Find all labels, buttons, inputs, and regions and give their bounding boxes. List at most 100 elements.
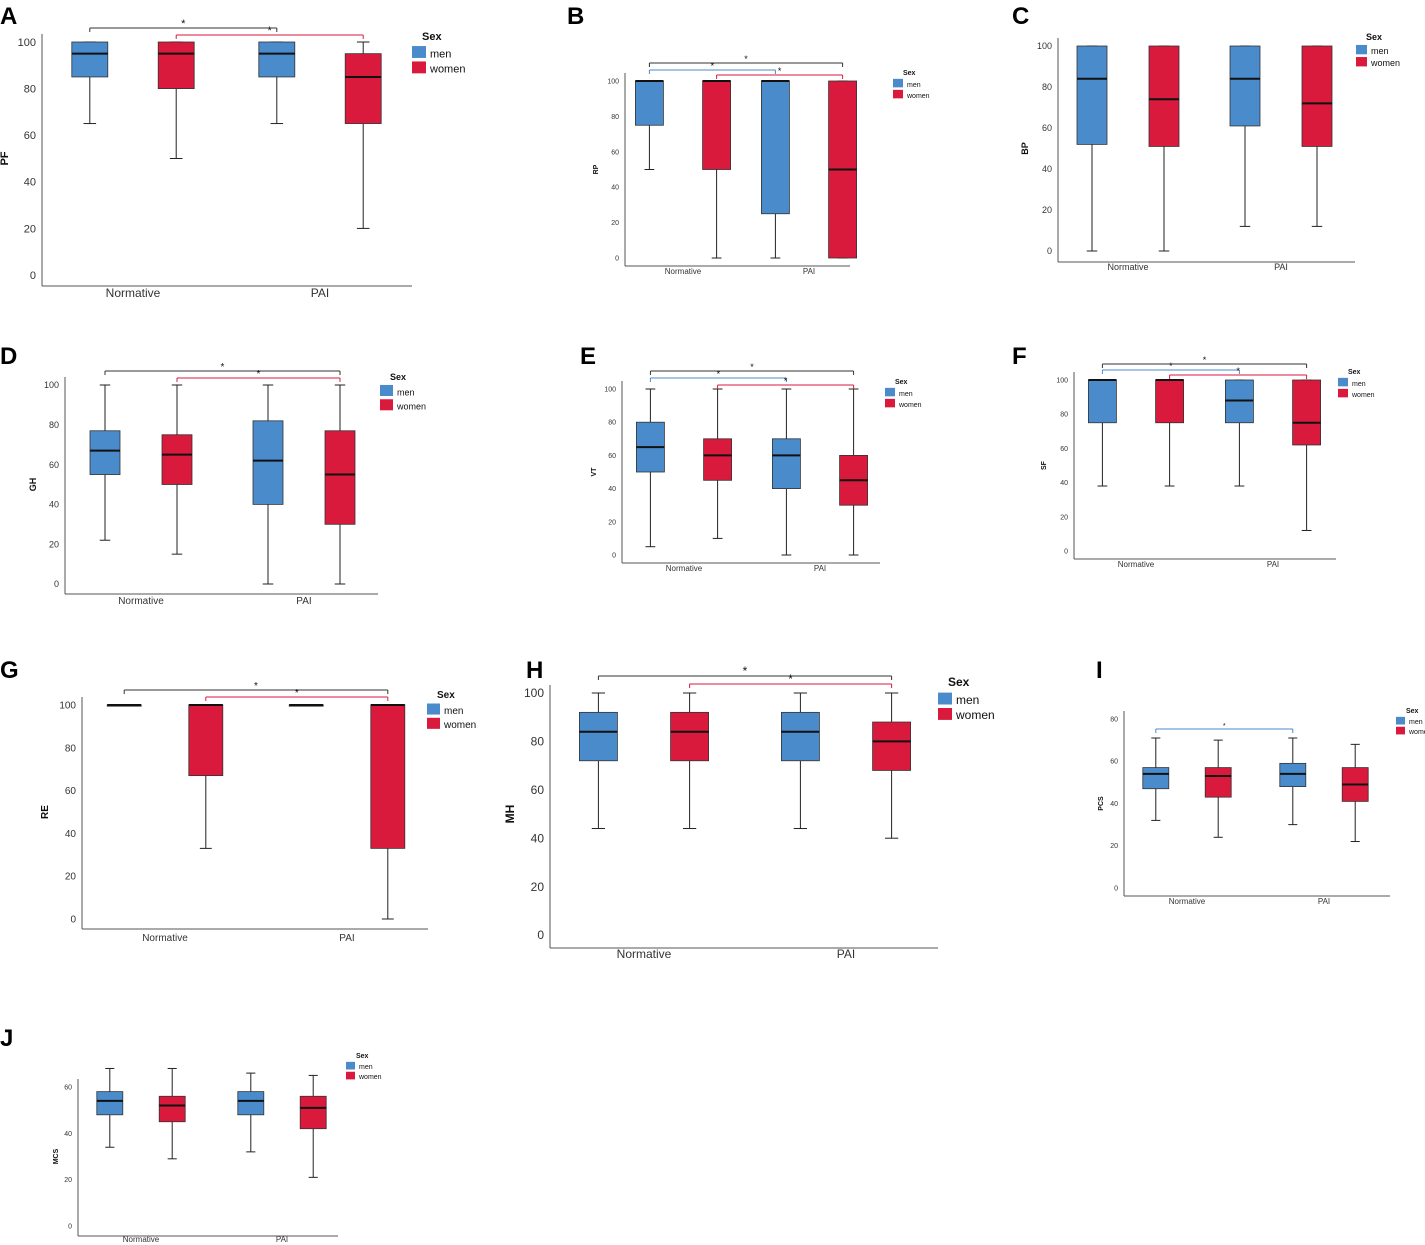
- significance-bracket-red: *: [205, 688, 389, 701]
- panel-label: A: [0, 3, 17, 30]
- y-tick-label: 60: [1060, 446, 1068, 453]
- y-tick-label: 20: [611, 220, 619, 227]
- y-tick-label: 0: [1114, 885, 1118, 892]
- y-tick-label: 80: [531, 735, 545, 749]
- legend-label-men: men: [1409, 719, 1423, 726]
- panel-label: I: [1096, 657, 1103, 684]
- y-tick-label: 100: [59, 701, 76, 712]
- y-tick-label: 0: [537, 928, 544, 942]
- significance-bracket-blue: *: [649, 369, 787, 382]
- box-men-pai: [761, 80, 790, 259]
- box-men-pai: [772, 388, 801, 556]
- y-tick-label: 100: [44, 380, 59, 390]
- box-iqr: [1148, 45, 1180, 147]
- box-iqr: [781, 711, 820, 762]
- y-tick-label: 60: [64, 1084, 72, 1091]
- legend-swatch-women: [412, 61, 426, 74]
- y-tick-label: 40: [531, 831, 545, 845]
- y-tick-label: 60: [1042, 123, 1052, 133]
- legend-label-women: women: [1351, 392, 1375, 399]
- y-tick-label: 0: [1047, 246, 1052, 256]
- legend-swatch-men: [893, 78, 903, 88]
- box-iqr: [71, 41, 109, 78]
- y-tick-label: 60: [49, 460, 59, 470]
- y-tick-label: 100: [607, 78, 619, 85]
- x-tick-label: Normative: [666, 564, 703, 573]
- y-tick-label: 80: [65, 743, 77, 754]
- significance-star: *: [221, 362, 225, 373]
- legend: Sex men women: [893, 70, 930, 100]
- x-tick-label: PAI: [814, 564, 826, 573]
- y-axis-label: PF: [0, 151, 11, 165]
- box-women-pai: [344, 41, 382, 229]
- y-tick-label: 20: [49, 539, 59, 549]
- y-axis-label: PCS: [1098, 796, 1105, 811]
- panel-label: G: [0, 657, 19, 684]
- legend: Sex men women: [427, 690, 476, 731]
- significance-bracket-red: *: [716, 66, 844, 79]
- legend-title: Sex: [903, 70, 916, 77]
- x-tick-label: PAI: [1274, 262, 1288, 272]
- box-iqr: [324, 430, 356, 525]
- significance-bracket-red: *: [689, 672, 893, 688]
- box-iqr: [872, 721, 911, 771]
- legend-label-men: men: [956, 693, 979, 707]
- box-men-normative: [1088, 379, 1117, 487]
- y-tick-label: 60: [531, 783, 545, 797]
- panel-j: J 0 20 40 60 MCS Normative PAI Sex men women: [0, 1025, 382, 1244]
- y-tick-label: 40: [611, 185, 619, 192]
- legend-swatch-women: [938, 708, 952, 720]
- panel-e: E 0 20 40 60 80 100 VT Normative PAI * * * Sex men wome…: [580, 343, 922, 573]
- legend-swatch-women: [1338, 388, 1348, 398]
- legend-swatch-men: [1338, 377, 1348, 387]
- box-iqr: [161, 434, 193, 485]
- y-tick-label: 20: [24, 223, 36, 235]
- y-tick-label: 20: [531, 880, 545, 894]
- significance-star: *: [784, 376, 788, 386]
- legend-swatch-men: [938, 692, 952, 705]
- box-iqr: [258, 41, 296, 78]
- box-women-normative: [1155, 379, 1184, 487]
- box-men-normative: [89, 384, 121, 541]
- panel-b: B 0 20 40 60 80 100 RP Normative PAI * * * Sex men wome…: [567, 3, 930, 276]
- box-iqr: [1088, 379, 1117, 424]
- box-men-normative: [579, 692, 618, 830]
- y-tick-label: 20: [1060, 514, 1068, 521]
- significance-bracket-black: *: [649, 362, 855, 375]
- panel-label: E: [580, 343, 596, 370]
- box-men-pai: [237, 1072, 265, 1153]
- box-women-pai: [370, 704, 406, 920]
- significance-bracket-black: *: [104, 362, 341, 375]
- box-women-normative: [1148, 45, 1180, 252]
- significance-bracket-red: *: [1169, 366, 1308, 379]
- y-tick-label: 60: [611, 149, 619, 156]
- y-tick-label: 0: [70, 915, 76, 926]
- legend-label-men: men: [444, 706, 463, 717]
- panel-i: I 0 20 40 60 80 PCS Normative PAI * Sex men women: [1096, 657, 1425, 906]
- panel-label: C: [1012, 3, 1029, 30]
- box-women-pai: [872, 692, 911, 839]
- legend-title: Sex: [1366, 32, 1382, 42]
- y-tick-label: 0: [54, 579, 59, 589]
- box-women-normative: [188, 704, 224, 849]
- legend-title: Sex: [437, 690, 455, 701]
- legend-label-men: men: [430, 48, 451, 60]
- x-tick-label: Normative: [1169, 897, 1206, 906]
- legend-title: Sex: [1406, 708, 1419, 715]
- box-women-pai: [1301, 45, 1333, 227]
- box-men-normative: [96, 1067, 124, 1148]
- panel-g: G 0 20 40 60 80 100 RE Normative PAI * * Sex men women: [0, 657, 476, 944]
- box-iqr: [761, 80, 790, 215]
- significance-star: *: [181, 18, 186, 30]
- significance-star: *: [717, 369, 721, 379]
- y-tick-label: 80: [49, 420, 59, 430]
- box-iqr: [1155, 379, 1184, 424]
- legend-label-women: women: [1370, 58, 1400, 68]
- x-tick-label: PAI: [1267, 560, 1279, 569]
- legend: Sex men women: [412, 31, 465, 76]
- panel-label: J: [0, 1025, 13, 1052]
- legend: Sex men women: [380, 372, 426, 412]
- x-tick-label: PAI: [803, 267, 815, 276]
- legend-swatch-men: [380, 384, 393, 396]
